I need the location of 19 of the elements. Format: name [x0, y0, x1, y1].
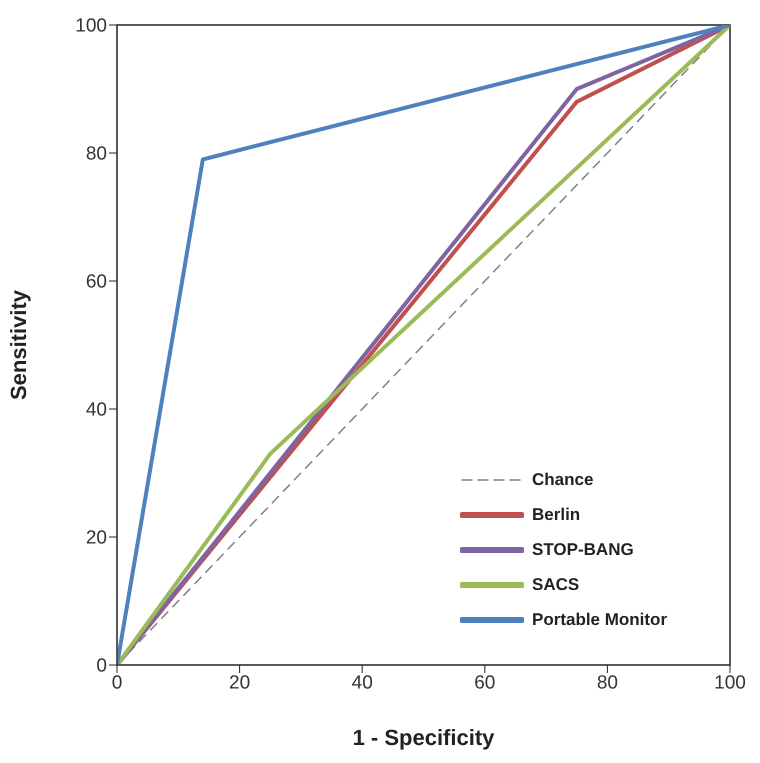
y-axis-title: Sensitivity [6, 289, 31, 400]
x-tick-label: 100 [714, 672, 746, 694]
y-tick-label: 100 [75, 16, 107, 37]
legend-label: SACS [532, 574, 580, 594]
y-tick-label: 0 [96, 656, 107, 677]
x-tick-label: 80 [596, 672, 618, 694]
x-axis-title: 1 - Specificity [352, 725, 496, 750]
y-tick-label: 40 [86, 400, 107, 421]
x-tick-label: 20 [229, 672, 250, 694]
y-tick-label: 80 [86, 144, 107, 165]
x-tick-label: 60 [474, 672, 496, 694]
x-tick-label: 40 [352, 672, 373, 694]
y-tick-label: 20 [86, 528, 107, 549]
legend-label: Berlin [532, 504, 580, 524]
legend-label: STOP-BANG [532, 540, 634, 560]
legend-label: Chance [532, 470, 594, 490]
legend-label: Portable Monitor [532, 610, 668, 630]
x-tick-label: 0 [112, 672, 122, 694]
y-tick-label: 60 [86, 272, 107, 293]
